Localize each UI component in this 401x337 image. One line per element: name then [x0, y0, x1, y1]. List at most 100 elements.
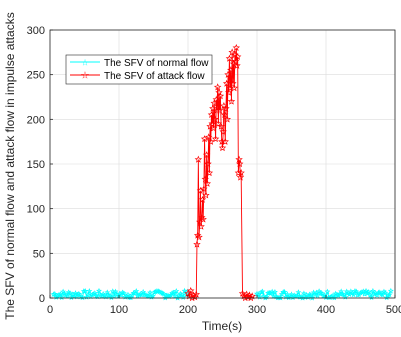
data-point-star: [127, 294, 134, 301]
data-point-star: [233, 61, 241, 69]
data-point-star: [365, 288, 372, 295]
data-point-star: [270, 293, 277, 299]
data-point-star: [222, 104, 230, 112]
legend-label-attack: The SFV of attack flow: [104, 71, 205, 82]
data-point-star: [235, 155, 243, 163]
data-point-star: [340, 291, 347, 298]
legend-marker-normal: ☆: [81, 59, 89, 69]
data-point-star: [160, 290, 167, 297]
data-point-star: [294, 292, 300, 299]
data-point-star: [91, 290, 98, 296]
data-point-star: [218, 144, 227, 152]
data-point-star: [210, 99, 218, 107]
data-point-star: [200, 135, 209, 143]
data-point-star: [383, 294, 390, 301]
data-point-star: [72, 290, 79, 296]
data-point-star: [277, 294, 284, 301]
data-point-star: [189, 291, 198, 299]
data-point-star: [140, 288, 147, 295]
data-point-star: [181, 287, 188, 294]
data-point-star: [364, 290, 371, 296]
data-point-star: [133, 288, 140, 294]
x-tick-label: 300: [248, 304, 266, 316]
data-point-star: [204, 160, 212, 168]
data-point-star: [51, 290, 58, 297]
data-point-star: [309, 294, 316, 301]
data-point-star: [145, 293, 152, 299]
y-tick-label: 250: [27, 70, 45, 82]
data-point-star: [216, 106, 224, 114]
data-point-star: [79, 294, 86, 301]
y-tick-label: 200: [27, 114, 45, 126]
data-point-star: [387, 287, 394, 294]
data-point-star: [223, 115, 232, 123]
data-point-star: [207, 110, 216, 119]
x-tick-label: 500: [386, 304, 401, 316]
data-point-star: [219, 127, 227, 136]
data-point-star: [147, 289, 154, 296]
data-point-star: [195, 233, 203, 241]
data-point-star: [194, 155, 203, 163]
x-tick-label: 200: [179, 304, 197, 316]
series-attack-flow: [184, 43, 256, 302]
data-point-star: [281, 288, 288, 295]
data-point-star: [197, 222, 205, 230]
data-point-star: [200, 185, 208, 193]
data-point-star: [217, 122, 225, 130]
data-point-star: [192, 290, 200, 298]
y-axis-title: The SFV of normal flow and attack flow i…: [3, 12, 17, 319]
data-point-star: [222, 79, 231, 87]
y-axis-ticks: 0 50 100 150 200 250 300: [27, 25, 53, 305]
data-point-star: [193, 231, 202, 239]
y-tick-label: 100: [27, 204, 45, 216]
data-point-star: [229, 79, 237, 87]
legend-marker-attack: ☆: [81, 71, 90, 82]
data-point-star: [237, 169, 245, 177]
data-point-star: [209, 104, 217, 112]
data-point-star: [211, 135, 220, 143]
data-point-star: [331, 294, 338, 301]
data-point-star: [178, 291, 185, 298]
y-tick-label: 150: [27, 159, 45, 171]
data-point-star: [295, 289, 302, 295]
data-point-star: [76, 291, 83, 298]
data-point-star: [363, 287, 369, 294]
data-point-star: [202, 191, 210, 199]
data-point-star: [166, 293, 173, 299]
data-point-star: [214, 119, 223, 127]
data-point-star: [193, 240, 201, 248]
data-point-star: [227, 66, 235, 74]
x-tick-label: 100: [110, 304, 128, 316]
data-point-star: [202, 151, 211, 159]
data-point-star: [368, 294, 375, 300]
data-point-star: [220, 110, 229, 119]
data-point-star: [203, 179, 212, 187]
data-point-star: [211, 115, 219, 123]
data-point-star: [224, 88, 233, 96]
data-point-star: [149, 292, 156, 299]
data-point-star: [215, 88, 223, 96]
x-tick-label: 0: [47, 304, 53, 316]
data-point-star: [216, 92, 225, 100]
data-point-star: [318, 290, 325, 296]
y-tick-label: 300: [27, 25, 45, 37]
data-point-star: [338, 288, 345, 295]
data-point-star: [104, 289, 111, 295]
data-point-star: [208, 119, 216, 127]
data-point-star: [112, 288, 119, 295]
data-point-star: [353, 288, 360, 295]
data-point-star: [367, 291, 374, 298]
data-point-star: [58, 294, 65, 300]
data-point-star: [198, 213, 206, 221]
data-point-star: [213, 83, 222, 91]
data-point-star: [209, 124, 218, 132]
data-point-star: [120, 290, 127, 296]
data-point-star: [221, 137, 229, 145]
data-point-star: [205, 169, 214, 177]
data-point-star: [236, 173, 245, 181]
data-point-star: [174, 294, 181, 301]
legend: ☆ The SFV of normal flow ☆ The SFV of at…: [65, 54, 213, 85]
data-point-star: [300, 290, 307, 297]
data-point-star: [248, 292, 256, 300]
